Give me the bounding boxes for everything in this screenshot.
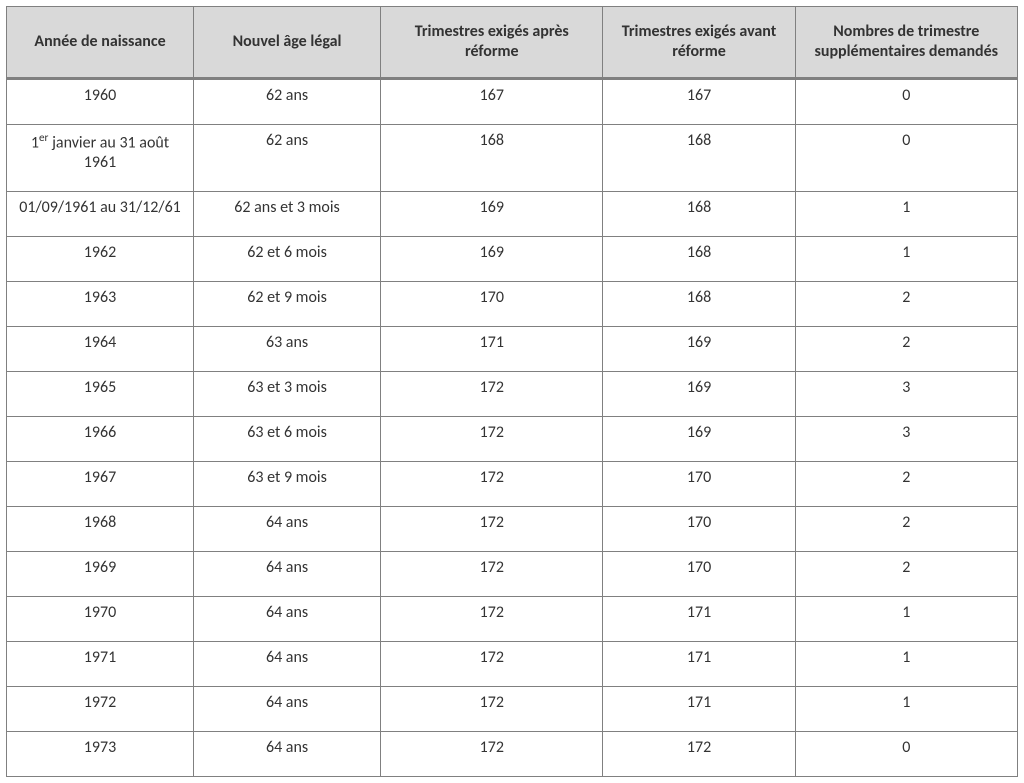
cell-birth: 1969: [7, 552, 194, 597]
cell-after: 172: [381, 642, 603, 687]
cell-after: 172: [381, 372, 603, 417]
cell-age: 64 ans: [194, 552, 381, 597]
cell-birth: 1964: [7, 327, 194, 372]
cell-before: 168: [603, 192, 795, 237]
table-row: 196563 et 3 mois1721693: [7, 372, 1018, 417]
cell-after: 167: [381, 79, 603, 125]
table-row: 196362 et 9 mois1701682: [7, 282, 1018, 327]
cell-birth: 1960: [7, 79, 194, 125]
cell-extra: 1: [795, 237, 1017, 282]
cell-age: 64 ans: [194, 507, 381, 552]
cell-birth: 1973: [7, 732, 194, 777]
cell-extra: 1: [795, 642, 1017, 687]
cell-age: 62 et 9 mois: [194, 282, 381, 327]
table-row: 196062 ans1671670: [7, 79, 1018, 125]
table-row: 197064 ans1721711: [7, 597, 1018, 642]
cell-extra: 2: [795, 462, 1017, 507]
cell-age: 62 ans: [194, 125, 381, 192]
cell-age: 62 ans: [194, 79, 381, 125]
cell-after: 169: [381, 237, 603, 282]
cell-after: 172: [381, 732, 603, 777]
cell-before: 168: [603, 282, 795, 327]
cell-extra: 2: [795, 327, 1017, 372]
table-row: 197264 ans1721711: [7, 687, 1018, 732]
table-header-row: Année de naissance Nouvel âge légal Trim…: [7, 7, 1018, 79]
cell-after: 169: [381, 192, 603, 237]
cell-extra: 2: [795, 507, 1017, 552]
table-row: 196964 ans1721702: [7, 552, 1018, 597]
cell-age: 64 ans: [194, 597, 381, 642]
cell-extra: 1: [795, 597, 1017, 642]
cell-extra: 0: [795, 79, 1017, 125]
cell-before: 167: [603, 79, 795, 125]
col-header-after: Trimestres exigés après réforme: [381, 7, 603, 79]
table-row: 197364 ans1721720: [7, 732, 1018, 777]
cell-age: 64 ans: [194, 732, 381, 777]
table-row: 196463 ans1711692: [7, 327, 1018, 372]
cell-age: 62 et 6 mois: [194, 237, 381, 282]
cell-before: 170: [603, 507, 795, 552]
cell-before: 171: [603, 687, 795, 732]
cell-after: 172: [381, 687, 603, 732]
cell-birth: 1962: [7, 237, 194, 282]
cell-birth: 1968: [7, 507, 194, 552]
cell-birth: 1963: [7, 282, 194, 327]
cell-birth: 1967: [7, 462, 194, 507]
cell-age: 63 ans: [194, 327, 381, 372]
cell-before: 171: [603, 642, 795, 687]
table-row: 1er janvier au 31 août 196162 ans1681680: [7, 125, 1018, 192]
col-header-age: Nouvel âge légal: [194, 7, 381, 79]
cell-birth: 1970: [7, 597, 194, 642]
table-row: 196864 ans1721702: [7, 507, 1018, 552]
cell-before: 169: [603, 372, 795, 417]
cell-extra: 0: [795, 125, 1017, 192]
cell-birth: 1965: [7, 372, 194, 417]
cell-before: 171: [603, 597, 795, 642]
cell-age: 64 ans: [194, 687, 381, 732]
cell-birth: 01/09/1961 au 31/12/61: [7, 192, 194, 237]
cell-age: 63 et 6 mois: [194, 417, 381, 462]
col-header-before: Trimestres exigés avant réforme: [603, 7, 795, 79]
cell-age: 64 ans: [194, 642, 381, 687]
cell-after: 172: [381, 552, 603, 597]
table-row: 196663 et 6 mois1721693: [7, 417, 1018, 462]
cell-age: 62 ans et 3 mois: [194, 192, 381, 237]
cell-extra: 0: [795, 732, 1017, 777]
cell-before: 169: [603, 327, 795, 372]
table-row: 196763 et 9 mois1721702: [7, 462, 1018, 507]
cell-after: 172: [381, 462, 603, 507]
cell-before: 170: [603, 462, 795, 507]
table-row: 01/09/1961 au 31/12/6162 ans et 3 mois16…: [7, 192, 1018, 237]
table-row: 197164 ans1721711: [7, 642, 1018, 687]
retirement-reform-table: Année de naissance Nouvel âge légal Trim…: [6, 6, 1018, 777]
cell-extra: 2: [795, 552, 1017, 597]
cell-after: 172: [381, 597, 603, 642]
cell-birth: 1er janvier au 31 août 1961: [7, 125, 194, 192]
cell-extra: 1: [795, 192, 1017, 237]
cell-birth: 1972: [7, 687, 194, 732]
cell-age: 63 et 9 mois: [194, 462, 381, 507]
cell-after: 172: [381, 507, 603, 552]
table-row: 196262 et 6 mois1691681: [7, 237, 1018, 282]
cell-extra: 3: [795, 372, 1017, 417]
cell-extra: 2: [795, 282, 1017, 327]
cell-birth: 1971: [7, 642, 194, 687]
cell-after: 168: [381, 125, 603, 192]
col-header-extra: Nombres de trimestre supplémentaires dem…: [795, 7, 1017, 79]
cell-after: 171: [381, 327, 603, 372]
cell-after: 172: [381, 417, 603, 462]
cell-before: 170: [603, 552, 795, 597]
cell-after: 170: [381, 282, 603, 327]
cell-before: 172: [603, 732, 795, 777]
cell-before: 168: [603, 125, 795, 192]
cell-age: 63 et 3 mois: [194, 372, 381, 417]
cell-before: 169: [603, 417, 795, 462]
cell-extra: 3: [795, 417, 1017, 462]
cell-extra: 1: [795, 687, 1017, 732]
cell-birth: 1966: [7, 417, 194, 462]
col-header-birth: Année de naissance: [7, 7, 194, 79]
cell-before: 168: [603, 237, 795, 282]
table-body: 196062 ans16716701er janvier au 31 août …: [7, 79, 1018, 777]
